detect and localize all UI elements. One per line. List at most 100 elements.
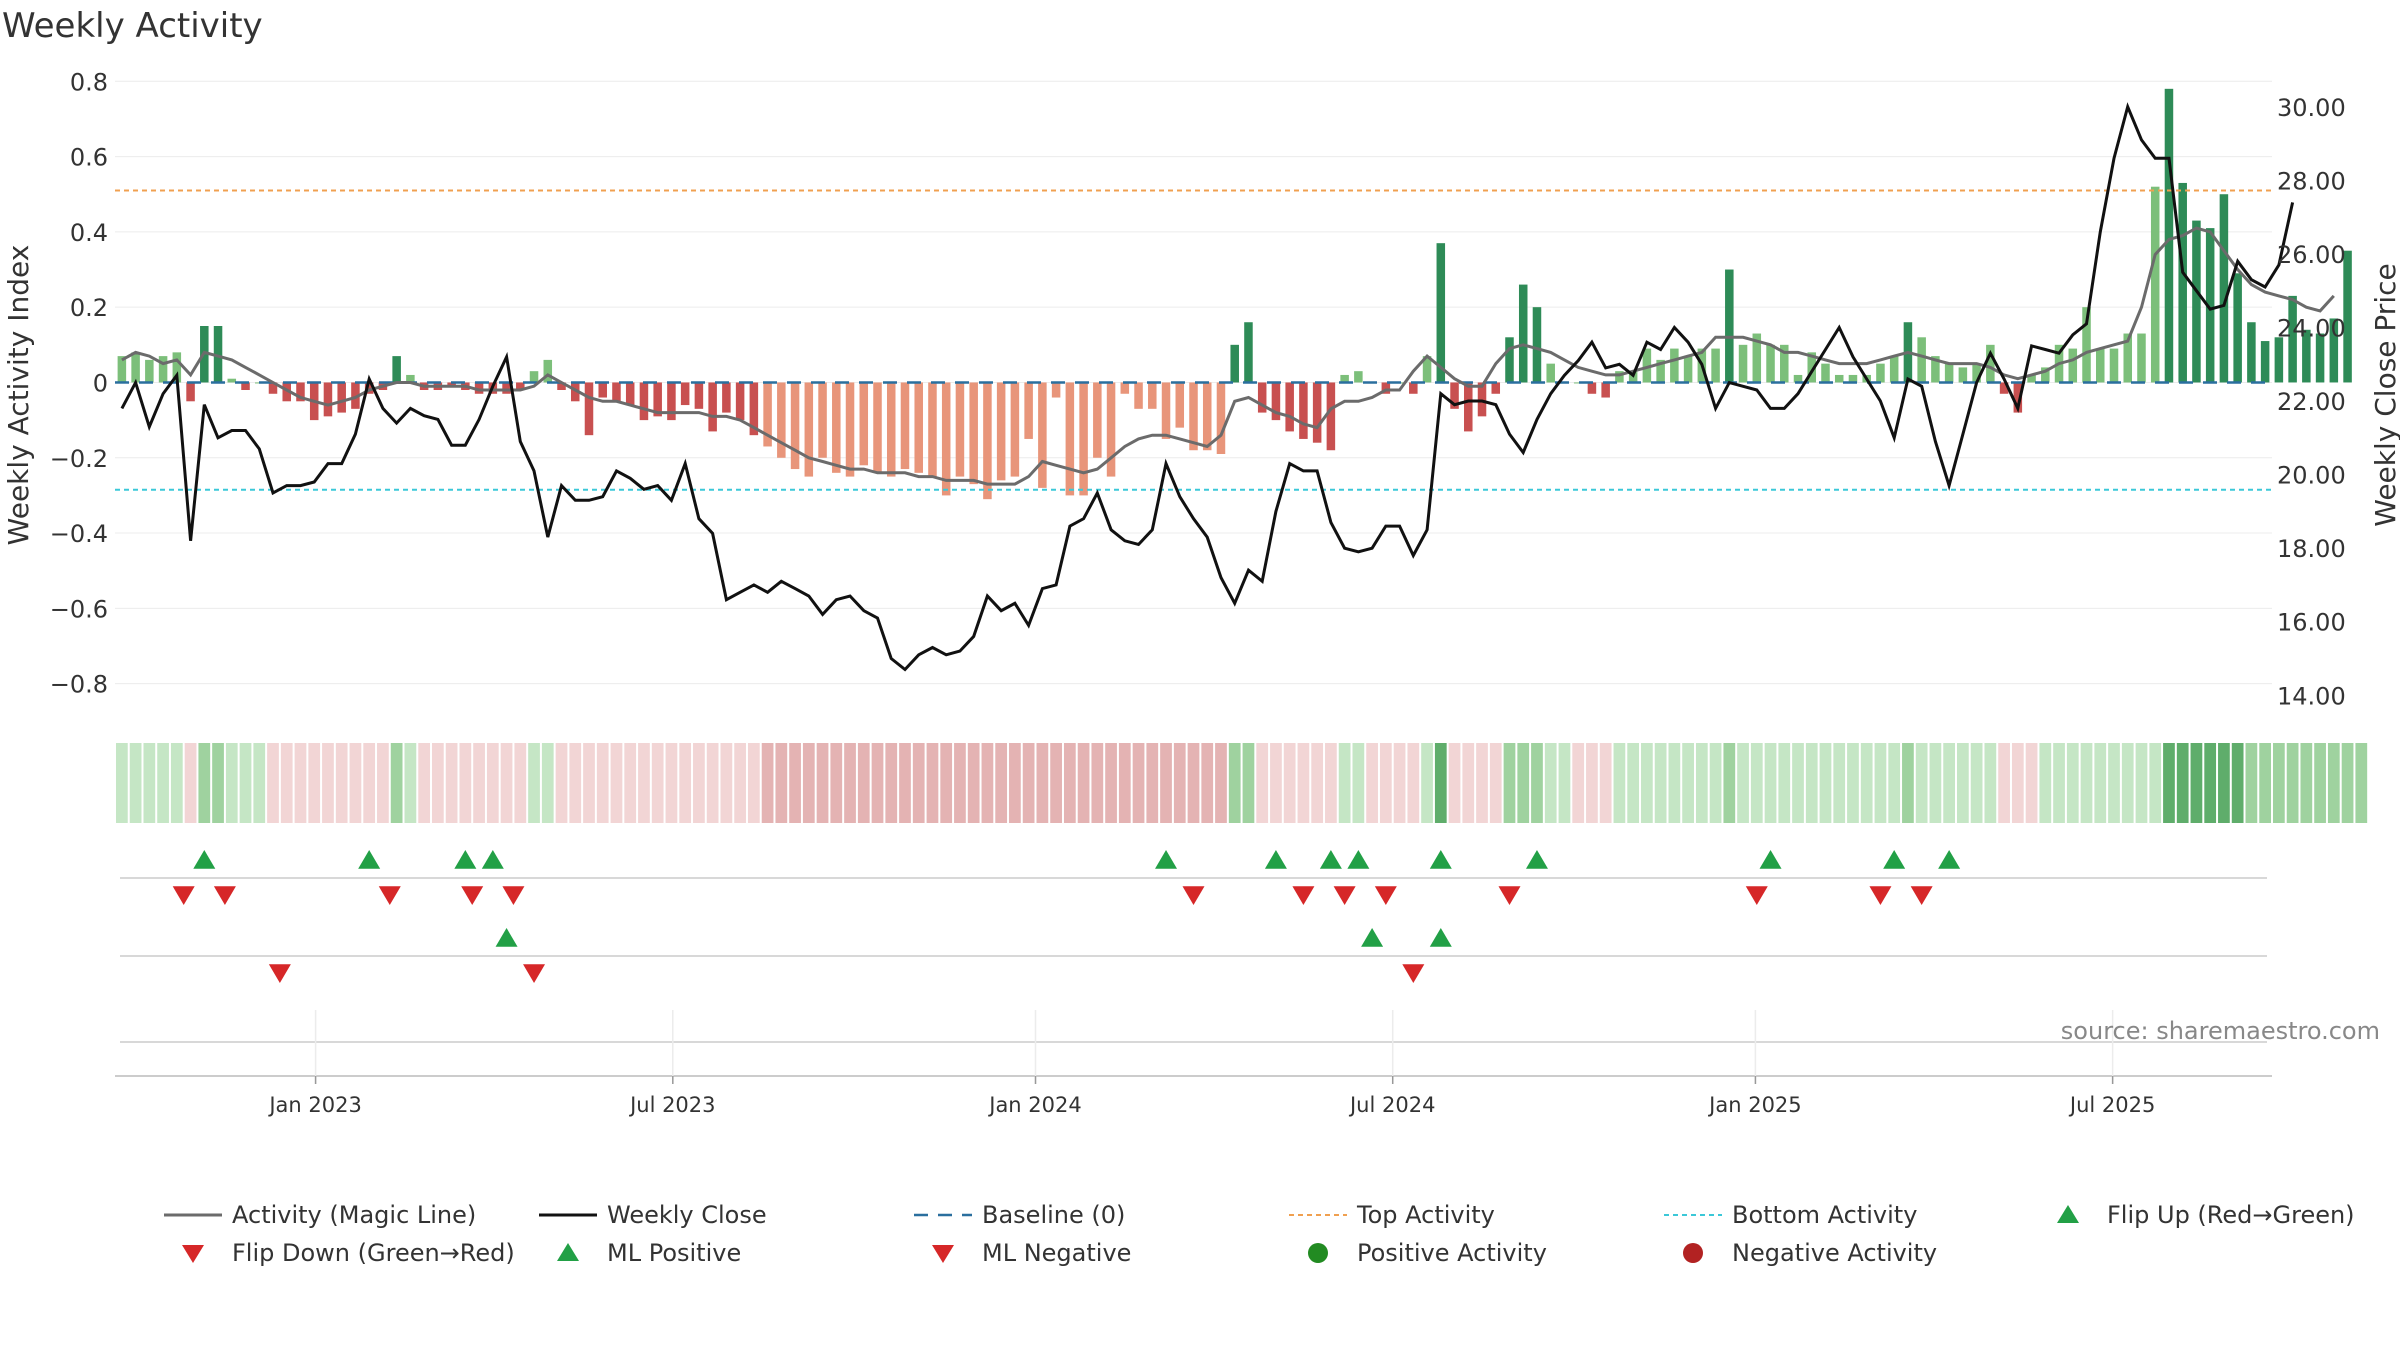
legend-item: ML Negative [910, 1238, 1131, 1268]
activity-bar [1216, 382, 1226, 454]
y-tick-label: −0.6 [50, 595, 108, 623]
activity-bar [2260, 341, 2270, 383]
activity-bar [158, 356, 168, 383]
activity-bar [172, 352, 182, 383]
activity-bar [598, 382, 607, 398]
activity-bar [2041, 367, 2050, 383]
legend-item: Weekly Close [535, 1200, 767, 1230]
strip-cell [541, 743, 554, 823]
legend-item: Positive Activity [1285, 1238, 1547, 1268]
strip-cell [1050, 743, 1062, 823]
strip-cell [431, 743, 444, 823]
y-right-tick-label: 30.00 [2277, 94, 2346, 122]
ml-negative-marker [1402, 964, 1425, 983]
activity-bar [1093, 382, 1102, 458]
activity-bar [1848, 374, 1858, 383]
activity-bar [845, 382, 855, 477]
activity-bar [667, 382, 676, 421]
strip-cell [2066, 743, 2079, 823]
strip-cell [1764, 743, 1777, 823]
strip-cell [335, 743, 348, 823]
strip-cell [1695, 743, 1708, 823]
activity-bar [1409, 382, 1418, 394]
activity-bar [1285, 382, 1294, 432]
activity-bar [941, 382, 951, 496]
strip-cell [1723, 743, 1736, 823]
x-tick-label: Jul 2025 [2068, 1093, 2155, 1117]
strip-cell [2039, 743, 2052, 823]
activity-bar [1464, 382, 1473, 432]
activity-bar [227, 378, 237, 383]
strip-cell [2204, 743, 2217, 823]
activity-bar [832, 382, 841, 473]
strip-cell [170, 743, 183, 823]
strip-cell [1682, 743, 1694, 823]
legend-label: ML Positive [607, 1239, 742, 1267]
activity-bar [529, 371, 539, 383]
strip-cell [2245, 743, 2258, 823]
y-tick-label: 0.8 [70, 68, 108, 96]
y-tick-label: 0.4 [70, 219, 108, 247]
strip-cell [1366, 743, 1378, 823]
strip-cell [1503, 743, 1516, 823]
strip-cell [1489, 743, 1502, 823]
strip-cell [2314, 743, 2326, 823]
strip-cell [1063, 743, 1076, 823]
y-right-tick-label: 20.00 [2277, 462, 2346, 490]
y-axis-label-right: Weekly Close Price [2369, 263, 2400, 526]
activity-bar [1917, 337, 1926, 383]
activity-bar [708, 382, 717, 432]
line-gray-icon [164, 1213, 222, 1217]
strip-cell [267, 743, 279, 823]
legend-label: Bottom Activity [1732, 1201, 1918, 1229]
activity-bar [1999, 382, 2009, 394]
activity-bar [2233, 273, 2242, 383]
strip-cell [610, 743, 623, 823]
strip-cell [912, 743, 925, 823]
circle-green-icon [1308, 1243, 1328, 1263]
strip-cell [2135, 743, 2148, 823]
activity-bar [983, 382, 992, 500]
strip-cell [1160, 743, 1172, 823]
strip-cell [1325, 743, 1337, 823]
strip-cell [1118, 743, 1131, 823]
activity-bar [2192, 220, 2201, 383]
strip-cell [1077, 743, 1090, 823]
y-right-tick-label: 26.00 [2277, 241, 2346, 269]
activity-bar [2137, 333, 2146, 383]
activity-bar [1120, 382, 1130, 394]
strip-cell [2190, 743, 2203, 823]
strip-cell [1970, 743, 1983, 823]
strip-cell [706, 743, 719, 823]
activity-bar [694, 382, 704, 409]
activity-bar [749, 382, 759, 436]
activity-bar [1958, 367, 1968, 383]
strip-cell [940, 743, 953, 823]
legend-label: Top Activity [1357, 1201, 1495, 1229]
activity-bar [1821, 363, 1830, 383]
ml-positive-marker [1361, 928, 1384, 947]
activity-bar [2164, 88, 2174, 383]
activity-bar [1931, 356, 1940, 383]
activity-bar [570, 382, 580, 402]
flip-up-marker [1264, 850, 1287, 869]
strip-cell [2327, 743, 2340, 823]
activity-bar [625, 382, 635, 406]
y-tick-label: −0.4 [50, 520, 108, 548]
strip-cell [761, 743, 774, 823]
activity-bar [145, 359, 154, 383]
activity-bar [2274, 337, 2284, 383]
activity-bar [1670, 348, 1679, 383]
x-tick-label: Jul 2024 [1348, 1093, 1435, 1117]
strip-cell [280, 743, 293, 823]
strip-cell [1654, 743, 1667, 823]
legend-item: Flip Up (Red→Green) [2035, 1200, 2355, 1230]
strip-cell [1709, 743, 1722, 823]
strip-cell [1352, 743, 1365, 823]
activity-bar [1381, 382, 1391, 394]
strip-cell [1531, 743, 1543, 823]
strip-cell [2355, 743, 2368, 823]
activity-bar [1010, 382, 1020, 477]
strip-cell [1146, 743, 1159, 823]
strip-cell [747, 743, 760, 823]
